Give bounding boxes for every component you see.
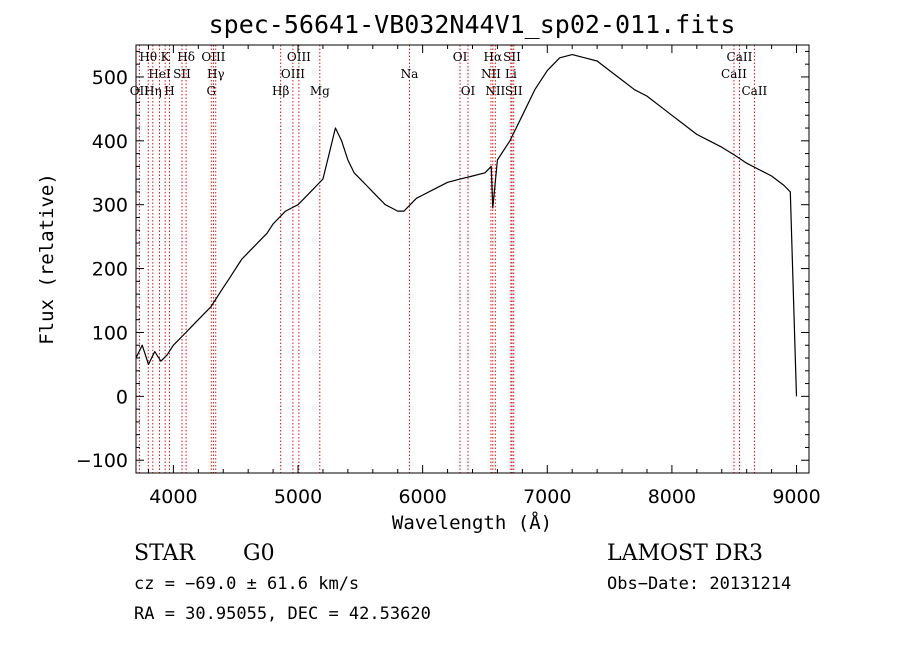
survey-release: LAMOST DR3 xyxy=(607,541,763,566)
plot-frame xyxy=(135,44,810,474)
y-tick-label: 500 xyxy=(92,67,128,89)
x-axis: 4000 5000 6000 7000 8000 9000 xyxy=(147,45,821,508)
y-axis: −100 0 100 200 300 400 500 xyxy=(76,50,809,472)
x-tick-label: 8000 xyxy=(648,486,696,508)
x-tick-label: 9000 xyxy=(772,486,820,508)
marker-label: Hη xyxy=(144,84,162,98)
redshift-velocity: cz = −69.0 ± 61.6 km/s xyxy=(134,574,359,594)
marker-label: SII xyxy=(505,84,523,98)
marker-label: Hα xyxy=(484,50,503,64)
marker-label: H xyxy=(164,84,174,98)
marker-label: OII xyxy=(130,84,150,98)
x-tick-label: 4000 xyxy=(149,486,197,508)
y-tick-label: 300 xyxy=(92,195,128,217)
line-marker-group xyxy=(138,45,755,473)
y-tick-label: −100 xyxy=(76,450,128,472)
marker-label: OIII xyxy=(287,50,311,64)
y-tick-label: 0 xyxy=(116,386,128,408)
marker-label: SII xyxy=(503,50,521,64)
x-axis-label: Wavelength (Å) xyxy=(392,511,552,534)
chart-title: spec-56641-VB032N44V1_sp02-011.fits xyxy=(209,10,736,39)
marker-label: CaII xyxy=(741,84,767,98)
x-tick-label: 5000 xyxy=(274,486,322,508)
marker-label: Hγ xyxy=(207,67,225,81)
marker-label: OI xyxy=(461,84,476,98)
coordinates: RA = 30.95055, DEC = 42.53620 xyxy=(134,604,431,624)
marker-label: CaII xyxy=(721,67,747,81)
marker-label: SII xyxy=(173,67,191,81)
marker-label: Hδ xyxy=(177,50,195,64)
marker-label: NII xyxy=(485,84,505,98)
marker-label: Mg xyxy=(310,84,330,98)
observation-date: Obs−Date: 20131214 xyxy=(607,574,791,594)
marker-label: HeI xyxy=(148,67,171,81)
marker-label: OIII xyxy=(281,67,305,81)
marker-label: OI xyxy=(453,50,468,64)
y-axis-label: Flux (relative) xyxy=(36,173,58,345)
y-tick-label: 100 xyxy=(92,322,128,344)
marker-label: K xyxy=(161,50,171,64)
marker-label: Na xyxy=(401,67,419,81)
x-tick-label: 6000 xyxy=(398,486,446,508)
marker-label: G xyxy=(206,84,216,98)
y-tick-label: 400 xyxy=(92,131,128,153)
y-tick-label: 200 xyxy=(92,259,128,281)
object-subclass: G0 xyxy=(243,541,275,566)
spectrum-series-line xyxy=(135,53,798,397)
marker-label: Hθ xyxy=(139,50,157,64)
object-class: STAR xyxy=(134,541,196,566)
marker-label: Li xyxy=(505,67,517,81)
marker-label: OIII xyxy=(201,50,225,64)
marker-label: CaII xyxy=(727,50,753,64)
x-tick-label: 7000 xyxy=(523,486,571,508)
marker-label: NII xyxy=(481,67,501,81)
marker-label: Hβ xyxy=(272,84,289,98)
